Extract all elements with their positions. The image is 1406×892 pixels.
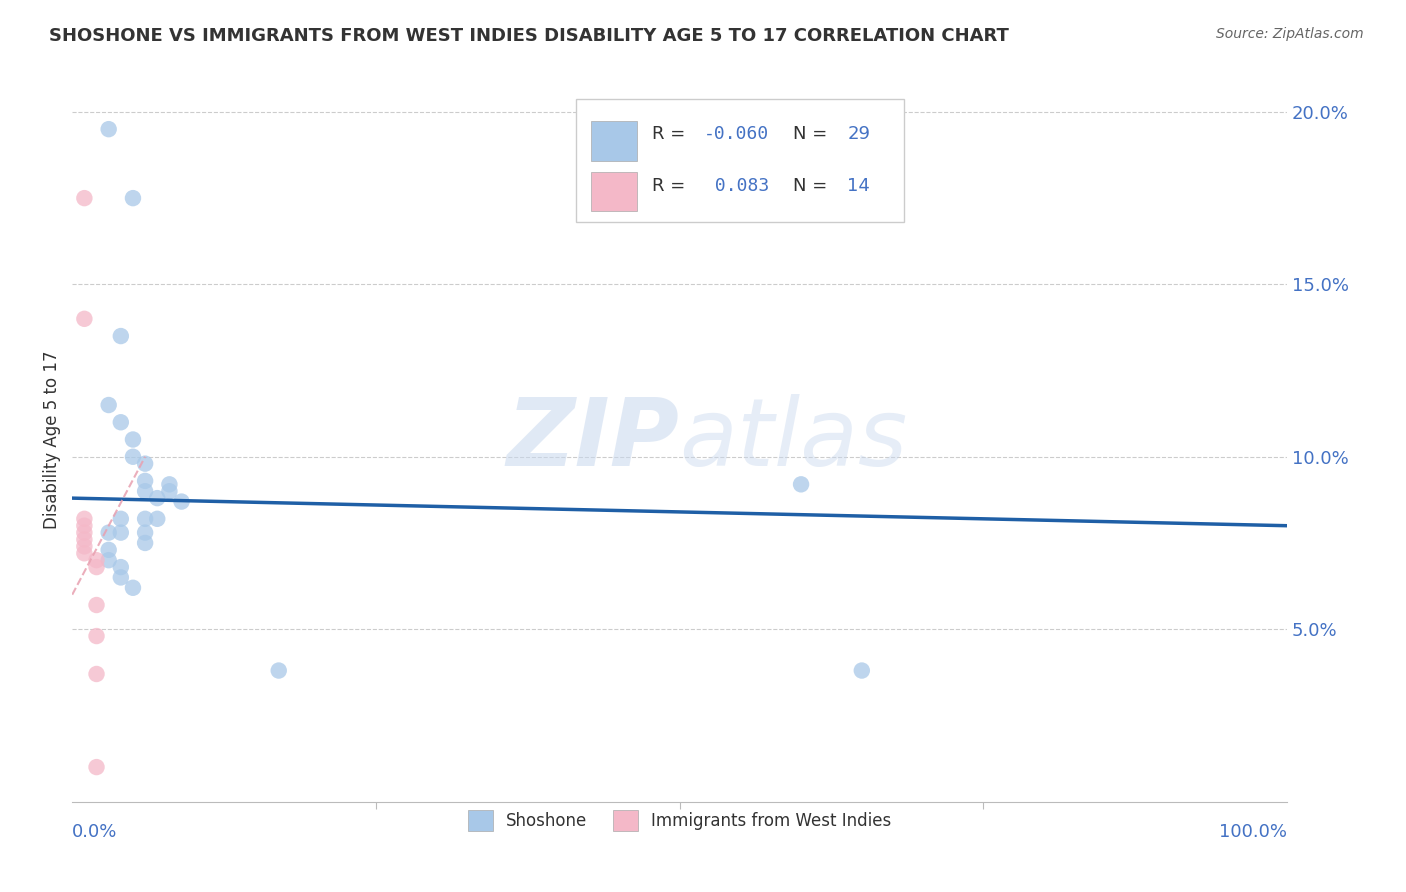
- Point: [110, 512, 132, 526]
- Point: [790, 477, 813, 491]
- Point: [73, 311, 96, 326]
- Point: [73, 191, 96, 205]
- Point: [157, 477, 180, 491]
- Point: [134, 484, 156, 499]
- Point: [267, 664, 290, 678]
- FancyBboxPatch shape: [591, 121, 637, 161]
- Point: [134, 525, 156, 540]
- Point: [86, 667, 108, 681]
- Text: 0.083: 0.083: [704, 178, 769, 195]
- Text: N =: N =: [793, 178, 832, 195]
- Text: 100.0%: 100.0%: [1219, 823, 1286, 841]
- Point: [97, 398, 120, 412]
- Point: [134, 512, 156, 526]
- Point: [86, 760, 108, 774]
- Text: 0.0%: 0.0%: [72, 823, 118, 841]
- Point: [86, 629, 108, 643]
- Text: SHOSHONE VS IMMIGRANTS FROM WEST INDIES DISABILITY AGE 5 TO 17 CORRELATION CHART: SHOSHONE VS IMMIGRANTS FROM WEST INDIES …: [49, 27, 1010, 45]
- Point: [146, 512, 169, 526]
- Point: [110, 415, 132, 429]
- Point: [851, 664, 873, 678]
- Point: [73, 512, 96, 526]
- Point: [122, 191, 145, 205]
- Point: [110, 570, 132, 584]
- Point: [97, 525, 120, 540]
- Point: [73, 546, 96, 560]
- Point: [86, 598, 108, 612]
- FancyBboxPatch shape: [576, 99, 904, 222]
- Point: [134, 457, 156, 471]
- Text: 29: 29: [848, 125, 870, 143]
- FancyBboxPatch shape: [591, 171, 637, 211]
- Point: [97, 542, 120, 557]
- Point: [122, 450, 145, 464]
- Text: Source: ZipAtlas.com: Source: ZipAtlas.com: [1216, 27, 1364, 41]
- Text: R =: R =: [651, 178, 690, 195]
- Text: R =: R =: [651, 125, 690, 143]
- Text: -0.060: -0.060: [704, 125, 769, 143]
- Legend: Shoshone, Immigrants from West Indies: Shoshone, Immigrants from West Indies: [454, 797, 904, 844]
- Point: [110, 525, 132, 540]
- Point: [134, 536, 156, 550]
- Text: N =: N =: [793, 125, 832, 143]
- Point: [97, 553, 120, 567]
- Point: [157, 484, 180, 499]
- Text: ZIP: ZIP: [506, 393, 679, 485]
- Point: [73, 525, 96, 540]
- Point: [110, 329, 132, 343]
- Point: [86, 553, 108, 567]
- Point: [86, 560, 108, 574]
- Point: [110, 560, 132, 574]
- Point: [134, 474, 156, 488]
- Point: [73, 533, 96, 547]
- Text: atlas: atlas: [679, 394, 908, 485]
- Y-axis label: Disability Age 5 to 17: Disability Age 5 to 17: [44, 351, 60, 529]
- Point: [97, 122, 120, 136]
- Point: [170, 494, 193, 508]
- Text: 14: 14: [848, 178, 870, 195]
- Point: [122, 581, 145, 595]
- Point: [73, 540, 96, 554]
- Point: [146, 491, 169, 505]
- Point: [73, 518, 96, 533]
- Point: [122, 433, 145, 447]
